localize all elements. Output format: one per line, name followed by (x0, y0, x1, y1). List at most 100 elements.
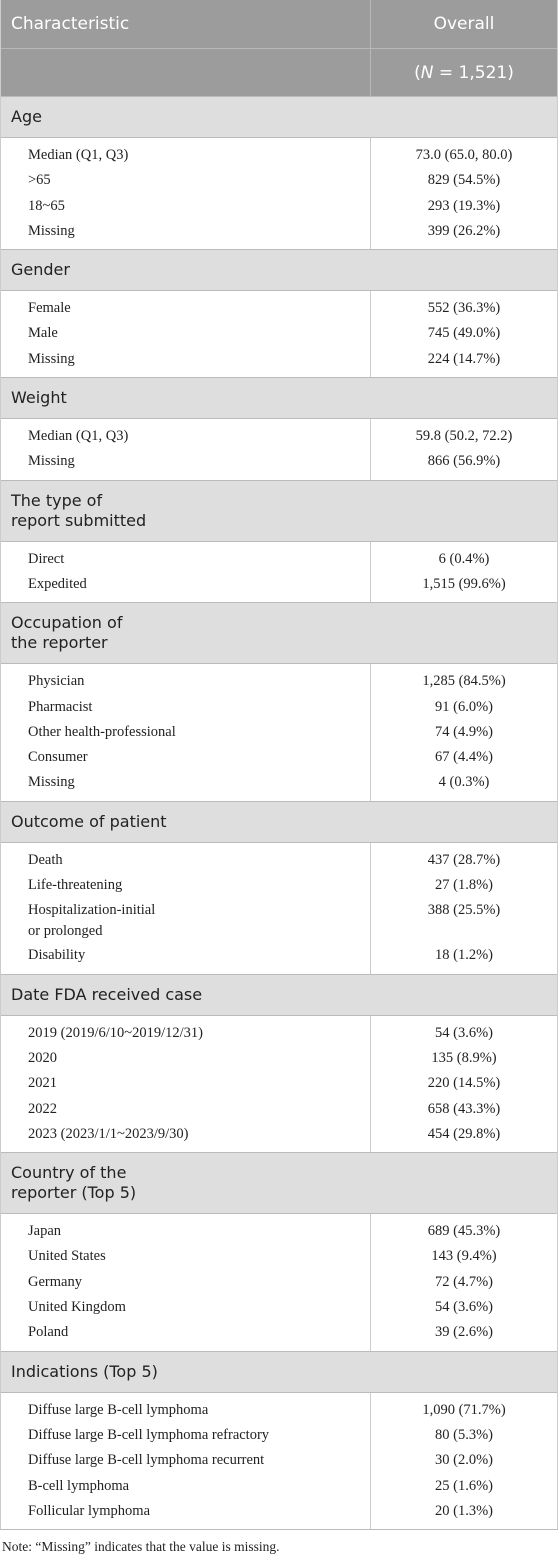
row-value: 293 (19.3%) (427, 197, 501, 214)
row-value: 220 (14.5%) (427, 1075, 501, 1092)
group-header: Occupation of the reporter (1, 602, 557, 665)
row-value: 399 (26.2%) (427, 222, 501, 239)
group-rows: Death Life-threatening Hospitalization-ini… (1, 842, 557, 974)
group-title: Outcome of patient (11, 811, 167, 831)
row-value: 54 (3.6%) (435, 1299, 493, 1316)
value-column: 1,090 (71.7%) 80 (5.3%) 30 (2.0%) 25 (1.6%)… (370, 1392, 557, 1530)
value-column: 552 (36.3%) 745 (49.0%) 224 (14.7%) (370, 291, 557, 378)
value-column: 437 (28.7%) 27 (1.8%) 388 (25.5%) 18 (1.2%) (370, 842, 557, 974)
label-column: Diffuse large B-cell lymphoma Diffuse lar… (1, 1393, 370, 1529)
header-cell: (N = 1,521) (370, 49, 557, 96)
row-label: Japan (28, 1223, 62, 1240)
row-value: 25 (1.6%) (435, 1477, 493, 1494)
row-label: Physician (28, 673, 85, 690)
row-label: Disability (28, 947, 86, 964)
row-label: Follicular lymphoma (28, 1502, 151, 1519)
value-column: 54 (3.6%) 135 (8.9%) 220 (14.5%) 658 (43.3%… (370, 1015, 557, 1153)
row-label: United States (28, 1248, 106, 1265)
row-label: Male (28, 325, 58, 342)
row-value: 73.0 (65.0, 80.0) (415, 147, 513, 163)
row-label: >65 (28, 172, 51, 189)
row-label: Direct (28, 550, 65, 567)
row-value-text: 388 (25.5%) (427, 902, 501, 919)
header-cell (1, 49, 370, 96)
row-value: 18 (1.2%) (435, 947, 493, 964)
group-title: the reporter (11, 633, 108, 653)
row-label: B-cell lymphoma (28, 1477, 130, 1494)
group-rows: Direct Expedited 6 (0.4%) 1,515 (99.6%) (1, 541, 557, 603)
value-column: 689 (45.3%) 143 (9.4%) 72 (4.7%) 54 (3.6%) 3… (370, 1214, 557, 1351)
row-label: Missing (28, 222, 75, 239)
label-column: Physician Pharmacist Other health-professi… (1, 664, 370, 800)
row-label: Other health-professional (28, 723, 176, 740)
group-rows: Median (Q1, Q3) Missing 59.8 (50.2, 72.2) 8… (1, 419, 557, 480)
table-body: Age Median (Q1, Q3) >65 18~65 Missing 73.0 (6… (1, 96, 557, 1530)
row-label: 2019 (2019/6/10~2019/12/31) (28, 1024, 203, 1041)
row-label: Diffuse large B-cell lymphoma refractory (28, 1426, 270, 1443)
row-value: 67 (4.4%) (435, 749, 493, 766)
group-rows: Median (Q1, Q3) >65 18~65 Missing 73.0 (65.0… (1, 138, 557, 250)
row-label: United Kingdom (28, 1299, 126, 1316)
group-title: Gender (11, 260, 70, 280)
row-value: 59.8 (50.2, 72.2) (415, 428, 513, 445)
row-value: 6 (0.4%) (438, 550, 490, 567)
row-label: Median (Q1, Q3) (28, 428, 129, 445)
group-header: Country of the reporter (Top 5) (1, 1152, 557, 1215)
row-value: 27 (1.8%) (435, 877, 493, 894)
row-value: 689 (45.3%) (427, 1223, 501, 1240)
value-column: 1,285 (84.5%) 91 (6.0%) 74 (4.9%) 67 (4.4%)… (370, 664, 557, 801)
label-column: Japan United States Germany United Kingdom P… (1, 1214, 370, 1350)
header-cell: Characteristic (11, 14, 130, 34)
group-title: reporter (Top 5) (11, 1183, 137, 1203)
header-row: (N = 1,521) (1, 48, 557, 96)
row-value: 30 (2.0%) (435, 1452, 493, 1469)
row-value: 74 (4.9%) (435, 723, 493, 740)
group-rows: 2019 (2019/6/10~2019/12/31) 2020 2021 2022 2… (1, 1015, 557, 1153)
group-header: Date FDA received case (1, 973, 557, 1016)
value-column: 59.8 (50.2, 72.2) 866 (56.9%) (370, 419, 557, 480)
label-column: Median (Q1, Q3) Missing (1, 419, 370, 480)
row-value: 80 (5.3%) (435, 1426, 493, 1443)
row-label: 2022 (28, 1100, 57, 1117)
group-header: Age (1, 96, 557, 138)
row-label: Poland (28, 1324, 69, 1341)
group-title: Indications (Top 5) (11, 1361, 158, 1381)
row-value: 1,515 (99.6%) (422, 575, 506, 592)
row-label: Life-threatening (28, 877, 123, 894)
value-column: 6 (0.4%) 1,515 (99.6%) (370, 541, 557, 603)
row-value: 72 (4.7%) (435, 1273, 493, 1290)
row-value: 829 (54.5%) (427, 172, 501, 189)
row-label: Expedited (28, 575, 87, 592)
label-column: Direct Expedited (1, 542, 370, 603)
row-label: Missing (28, 350, 75, 367)
group-header: Indications (Top 5) (1, 1350, 557, 1393)
row-value: 54 (3.6%) (435, 1024, 493, 1041)
row-label: 18~65 (28, 197, 65, 214)
row-label: 2020 (28, 1049, 57, 1066)
row-value: 745 (49.0%) (427, 325, 501, 342)
value-column: 73.0 (65.0, 80.0) 829 (54.5%) 293 (19.3%) 3… (370, 138, 557, 250)
group-header: Gender (1, 249, 557, 292)
row-value: 437 (28.7%) (427, 851, 501, 868)
n-text: N (420, 62, 434, 83)
row-label: 2021 (28, 1075, 57, 1092)
group-header: The type of report submitted (1, 479, 557, 542)
row-label: 2023 (2023/1/1~2023/9/30) (28, 1125, 189, 1142)
row-value: 224 (14.7%) (427, 350, 501, 367)
group-title: Country of the (11, 1163, 127, 1183)
row-value: 658 (43.3%) (427, 1100, 501, 1117)
group-rows: Diffuse large B-cell lymphoma Diffuse lar… (1, 1392, 557, 1530)
row-value: 552 (36.3%) (427, 300, 501, 317)
row-label-line: or prolonged (28, 923, 103, 940)
row-label: Missing (28, 774, 75, 791)
group-title: The type of (11, 490, 103, 510)
row-label: Pharmacist (28, 698, 93, 715)
row-value: 454 (29.8%) (427, 1125, 501, 1142)
row-label: Missing (28, 453, 75, 470)
label-column: 2019 (2019/6/10~2019/12/31) 2020 2021 2022 2… (1, 1016, 370, 1152)
row-label: Hospitalization-initial or prolonged (28, 898, 370, 943)
label-column: Death Life-threatening Hospitalization-ini… (1, 843, 370, 974)
group-rows: Female Male Missing 552 (36.3%) 745 (49.0%) 2… (1, 291, 557, 378)
